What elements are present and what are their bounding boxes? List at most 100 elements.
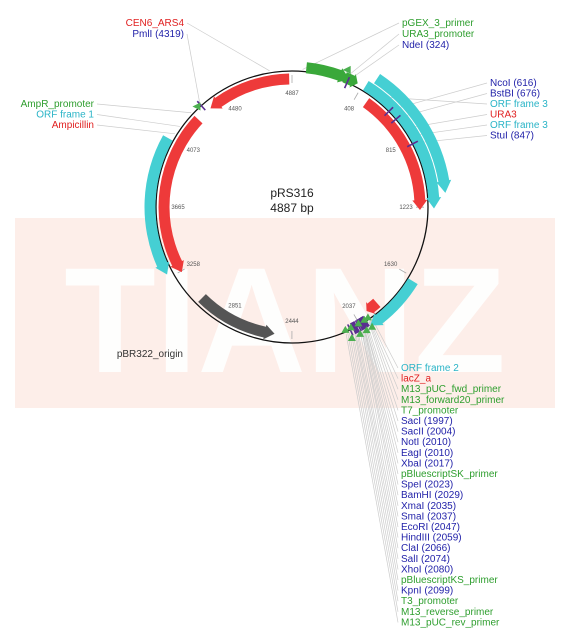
leader-line	[186, 33, 201, 105]
feature-label: Ampicillin	[52, 120, 94, 131]
feature-arcs	[144, 62, 452, 340]
tick-label: 2851	[228, 304, 242, 310]
leader-line	[96, 124, 176, 135]
feature-gene	[158, 115, 203, 273]
leader-line	[356, 328, 399, 549]
feature-gene	[210, 73, 290, 109]
tick-label: 4480	[228, 106, 242, 112]
leader-line	[302, 22, 400, 70]
leader-line	[372, 319, 399, 369]
restriction-site-marker	[383, 106, 394, 117]
leader-line	[96, 103, 192, 114]
leader-line	[343, 33, 400, 80]
feature-label: PmlI (4319)	[132, 29, 184, 40]
feature-label: KpnI (2099)	[401, 586, 453, 597]
leader-line	[364, 324, 399, 453]
primer-marker	[356, 329, 365, 337]
restriction-site-marker	[390, 114, 401, 124]
leader-line	[345, 333, 399, 623]
feature-label: ORF frame 3	[490, 120, 548, 131]
feature-label: M13_pUC_fwd_primer	[401, 384, 502, 395]
tick-label: 3258	[187, 262, 201, 268]
restriction-site-marker	[196, 100, 206, 111]
primer-marker	[347, 333, 356, 341]
feature-label: XmaI (2035)	[401, 501, 456, 512]
feature-label: ORF frame 2	[401, 363, 459, 374]
feature-label: SalI (2074)	[401, 554, 450, 565]
feature-label: SpeI (2023)	[401, 480, 453, 491]
leader-line	[349, 332, 399, 602]
feature-label: ClaI (2066)	[401, 543, 450, 554]
feature-orf	[370, 278, 418, 326]
restriction-site-marker	[350, 322, 358, 334]
plasmid-size: 4887 bp	[270, 201, 314, 215]
leader-line	[368, 321, 399, 411]
feature-label: BstBI (676)	[490, 89, 540, 100]
tick-label: 2444	[285, 319, 299, 325]
tick-label: 1223	[399, 205, 413, 211]
leader-line	[369, 320, 399, 390]
feature-label: pBluescriptSK_primer	[401, 469, 498, 480]
leader-line	[369, 321, 399, 400]
plasmid-backbone	[155, 70, 429, 344]
feature-label: URA3	[490, 110, 517, 121]
feature-label: URA3_promoter	[402, 29, 475, 40]
feature-label: lacZ_a	[401, 374, 431, 385]
feature-label: M13_reverse_primer	[401, 607, 494, 618]
watermark-text: TIANZ	[64, 236, 506, 404]
leader-line	[358, 327, 399, 528]
tick-mark	[353, 92, 359, 100]
feature-label: SmaI (2037)	[401, 511, 456, 522]
restriction-site-marker	[343, 76, 351, 89]
leader-line	[347, 333, 399, 612]
leader-line	[365, 323, 399, 432]
feature-label: pBluescriptKS_primer	[401, 575, 498, 586]
feature-label: T7_promoter	[401, 405, 459, 416]
feature-label: EcoRI (2047)	[401, 522, 460, 533]
tick-mark	[399, 268, 407, 274]
feature-orf	[374, 74, 452, 193]
feature-label: NotI (2010)	[401, 437, 451, 448]
primer-marker	[354, 319, 363, 327]
backbone-circle	[155, 70, 429, 344]
leader-line	[364, 324, 399, 443]
leader-line	[362, 325, 399, 485]
leader-line	[352, 330, 399, 581]
leader-line	[353, 330, 399, 570]
feature-label: M13_pUC_rev_primer	[401, 617, 500, 628]
tick-label: 1630	[384, 262, 398, 268]
leader-line	[360, 326, 399, 517]
feature-label: M13_forward20_primer	[401, 395, 505, 406]
plasmid-name: pRS316	[270, 186, 314, 200]
primer-marker	[368, 322, 377, 330]
feature-primer	[305, 62, 350, 83]
feature-gene	[366, 298, 381, 314]
leader-line	[363, 324, 399, 464]
watermark-band	[15, 218, 555, 408]
tick-label: 3665	[171, 205, 185, 211]
feature-label: StuI (847)	[490, 131, 534, 142]
restriction-site-marker	[406, 140, 419, 148]
restriction-site-marker	[352, 321, 361, 333]
site-markers	[192, 65, 419, 341]
feature-origin	[198, 294, 275, 340]
leader-line	[186, 22, 270, 72]
leader-line	[361, 325, 399, 496]
promoter-marker	[342, 65, 351, 74]
leader-line	[360, 326, 399, 506]
feature-orf	[144, 135, 173, 275]
leader-line	[366, 322, 399, 422]
feature-label: XbaI (2017)	[401, 458, 453, 469]
feature-label: ORF frame 3	[490, 99, 548, 110]
feature-label: SacI (1997)	[401, 416, 453, 427]
feature-label: CEN6_ARS4	[126, 18, 185, 29]
promoter-marker	[192, 102, 201, 111]
primer-marker	[341, 325, 350, 333]
leader-line	[350, 331, 399, 591]
leader-line	[363, 324, 399, 475]
leader-line	[96, 114, 180, 127]
feature-label: ORF frame 1	[36, 110, 94, 121]
leader-line	[357, 328, 399, 538]
